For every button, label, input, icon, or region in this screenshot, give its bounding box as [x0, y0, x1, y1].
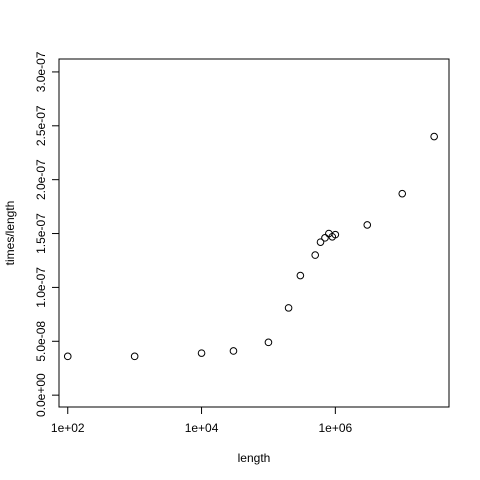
data-point	[284, 304, 293, 312]
x-tick-label: 1e+04	[185, 421, 219, 435]
data-point	[398, 189, 407, 198]
data-point	[296, 271, 305, 280]
x-tick-label: 1e+02	[51, 421, 85, 435]
y-tick-label: 0.0e+00	[34, 373, 48, 417]
y-tick-label: 1.5e-07	[34, 213, 48, 254]
x-axis: 1e+02 1e+04 1e+06	[51, 406, 353, 435]
data-point	[311, 251, 320, 259]
data-point	[63, 352, 72, 361]
data-point	[321, 234, 329, 242]
data-point	[264, 338, 273, 347]
data-point	[363, 221, 372, 229]
y-tick-label: 3.0e-07	[34, 51, 48, 92]
data-point	[130, 352, 139, 361]
y-axis-label: times/length	[3, 201, 17, 266]
data-point	[430, 132, 438, 141]
data-point	[197, 349, 206, 357]
x-axis-label: length	[238, 451, 271, 465]
data-point	[316, 238, 325, 246]
x-tick-label: 1e+06	[318, 421, 352, 435]
y-tick-label: 2.0e-07	[34, 159, 48, 200]
data-points	[63, 132, 438, 361]
data-point	[229, 347, 238, 355]
y-tick-label: 5.0e-08	[34, 321, 48, 362]
y-tick-label: 2.5e-07	[34, 105, 48, 146]
data-point	[331, 230, 340, 239]
y-axis: 0.0e+00 5.0e-08 1.0e-07 1.5e-07 2.0e-07 2.5e-…	[34, 51, 60, 417]
y-tick-label: 1.0e-07	[34, 267, 48, 308]
